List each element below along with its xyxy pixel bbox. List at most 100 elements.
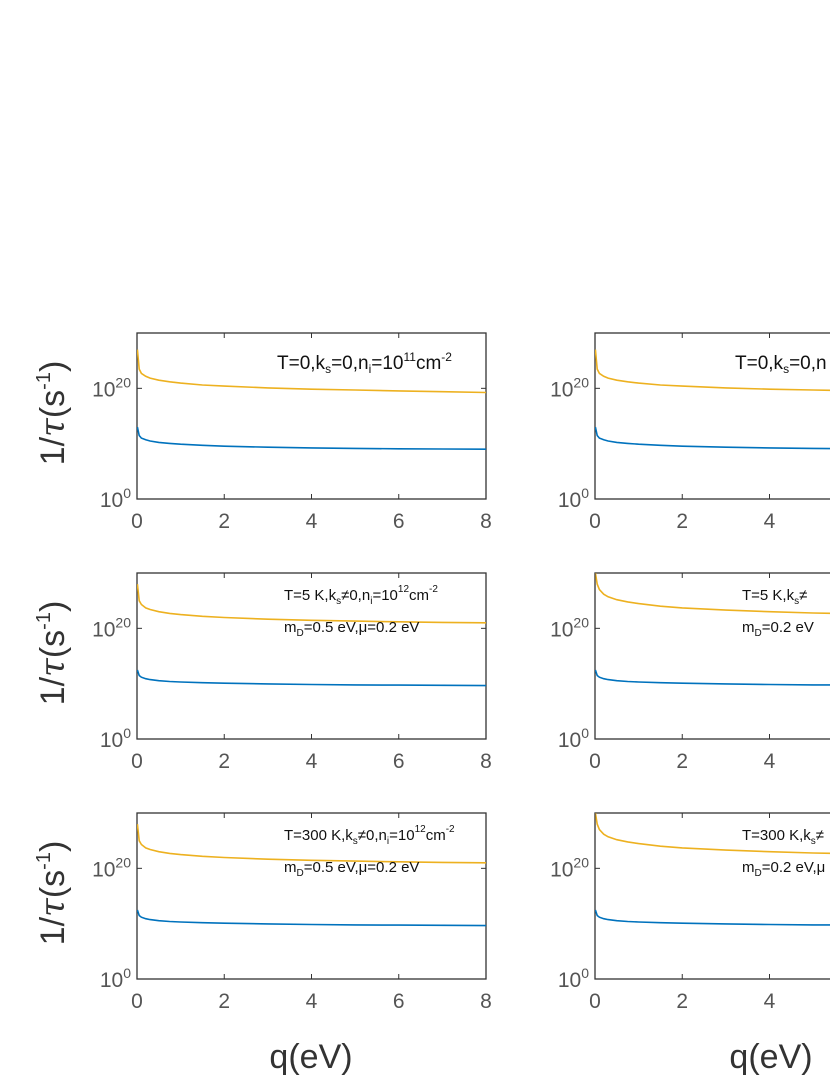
y-tick-exponent: 0 bbox=[123, 965, 131, 981]
x-tick-label: 0 bbox=[589, 990, 601, 1013]
y-label-text: 1/ bbox=[34, 676, 72, 705]
annot-text: cm bbox=[409, 587, 429, 604]
series-line-upper bbox=[137, 824, 486, 864]
y-tick-label: 100 bbox=[558, 965, 589, 992]
y-tick-base: 10 bbox=[100, 969, 123, 992]
x-tick-label: 0 bbox=[131, 750, 143, 773]
y-label-tau: τ bbox=[33, 417, 73, 437]
annot-text: =0.5 eV,μ=0.2 eV bbox=[304, 619, 420, 636]
annot-sup: -2 bbox=[429, 584, 438, 595]
annot-text: =0.2 eV bbox=[762, 619, 814, 636]
y-axis-label: 1/τ(s-1) bbox=[33, 361, 73, 466]
annot-text: m bbox=[742, 859, 755, 876]
x-tick-label: 0 bbox=[589, 510, 601, 533]
y-tick-exponent: 20 bbox=[573, 854, 589, 870]
y-tick-label: 100 bbox=[100, 965, 131, 992]
x-tick-label: 4 bbox=[764, 510, 776, 533]
annot-text: =10 bbox=[371, 353, 403, 374]
y-tick-base: 10 bbox=[92, 858, 115, 881]
y-tick-base: 10 bbox=[100, 489, 123, 512]
series-line-upper bbox=[137, 349, 486, 394]
series-line-lower bbox=[595, 669, 830, 686]
annotation-line-1: T=5 K,ks≠0,ni=1012cm-2 bbox=[284, 584, 438, 607]
annot-text: T=0,k bbox=[735, 353, 784, 374]
y-tick-base: 10 bbox=[550, 618, 573, 641]
annot-text: T=5 K,k bbox=[742, 587, 795, 604]
series-line-upper bbox=[595, 349, 830, 392]
annot-text: ≠ bbox=[816, 827, 824, 844]
y-label-text: ) bbox=[34, 601, 72, 612]
annot-sup: 12 bbox=[415, 824, 427, 835]
annot-text: cm bbox=[416, 353, 441, 374]
annot-sup: -2 bbox=[446, 824, 455, 835]
series-line-lower bbox=[595, 909, 830, 926]
annot-sup: 12 bbox=[398, 584, 410, 595]
x-tick-label: 6 bbox=[393, 990, 405, 1013]
y-tick-base: 10 bbox=[550, 858, 573, 881]
annot-sub: D bbox=[297, 868, 304, 879]
x-tick-label: 2 bbox=[218, 510, 230, 533]
y-tick-exponent: 0 bbox=[581, 725, 589, 741]
annot-text: =10 bbox=[372, 587, 397, 604]
x-tick-label: 2 bbox=[676, 510, 688, 533]
y-label-text: ) bbox=[34, 361, 72, 372]
annot-sub: s bbox=[353, 836, 358, 847]
annot-text: T=300 K,k bbox=[742, 827, 811, 844]
y-tick-base: 10 bbox=[558, 969, 581, 992]
annot-text: =0.2 eV,μ bbox=[762, 859, 826, 876]
annot-sub: i bbox=[387, 836, 389, 847]
y-label-exponent: -1 bbox=[33, 852, 55, 870]
annot-text: T=5 K,k bbox=[284, 587, 337, 604]
y-tick-base: 10 bbox=[92, 618, 115, 641]
y-tick-exponent: 0 bbox=[123, 485, 131, 501]
series-line-upper bbox=[595, 813, 830, 855]
y-axis-label: 1/τ(s-1) bbox=[33, 601, 73, 706]
y-tick-label: 1020 bbox=[550, 854, 589, 881]
annot-sub: D bbox=[755, 868, 762, 879]
y-tick-label: 1020 bbox=[92, 614, 131, 641]
x-tick-label: 8 bbox=[480, 990, 492, 1013]
annot-text: m bbox=[284, 859, 297, 876]
y-label-text: ) bbox=[34, 841, 72, 852]
series-line-lower bbox=[137, 669, 486, 687]
annot-sub: D bbox=[755, 628, 762, 639]
y-tick-label: 100 bbox=[558, 725, 589, 752]
y-label-exponent: -1 bbox=[33, 372, 55, 390]
y-tick-exponent: 0 bbox=[581, 965, 589, 981]
y-tick-exponent: 0 bbox=[581, 485, 589, 501]
x-tick-label: 0 bbox=[131, 510, 143, 533]
annot-sub: s bbox=[794, 596, 799, 607]
annot-text: =0,n bbox=[789, 353, 827, 374]
x-tick-label: 8 bbox=[480, 750, 492, 773]
y-tick-exponent: 0 bbox=[123, 725, 131, 741]
annot-sub: s bbox=[336, 596, 341, 607]
y-label-tau: τ bbox=[33, 657, 73, 677]
y-label-text: (s bbox=[34, 390, 72, 418]
x-tick-label: 4 bbox=[306, 510, 318, 533]
y-tick-base: 10 bbox=[100, 729, 123, 752]
y-tick-label: 1020 bbox=[92, 374, 131, 401]
x-tick-label: 6 bbox=[393, 510, 405, 533]
y-label-text: (s bbox=[34, 870, 72, 898]
y-label-text: 1/ bbox=[34, 436, 72, 465]
x-tick-label: 2 bbox=[218, 990, 230, 1013]
series-line-lower bbox=[137, 426, 486, 450]
annot-text: T=300 K,k bbox=[284, 827, 353, 844]
annotation-line-2: mD=0.5 eV,μ=0.2 eV bbox=[284, 619, 419, 639]
y-tick-label: 1020 bbox=[92, 854, 131, 881]
y-tick-base: 10 bbox=[550, 378, 573, 401]
x-tick-label: 2 bbox=[218, 750, 230, 773]
x-tick-label: 4 bbox=[764, 750, 776, 773]
annot-sub: i bbox=[370, 596, 372, 607]
y-tick-exponent: 20 bbox=[115, 854, 131, 870]
x-tick-label: 8 bbox=[480, 510, 492, 533]
y-tick-label: 1020 bbox=[550, 614, 589, 641]
y-tick-label: 100 bbox=[100, 725, 131, 752]
series-line-lower bbox=[137, 909, 486, 927]
y-tick-label: 100 bbox=[558, 485, 589, 512]
